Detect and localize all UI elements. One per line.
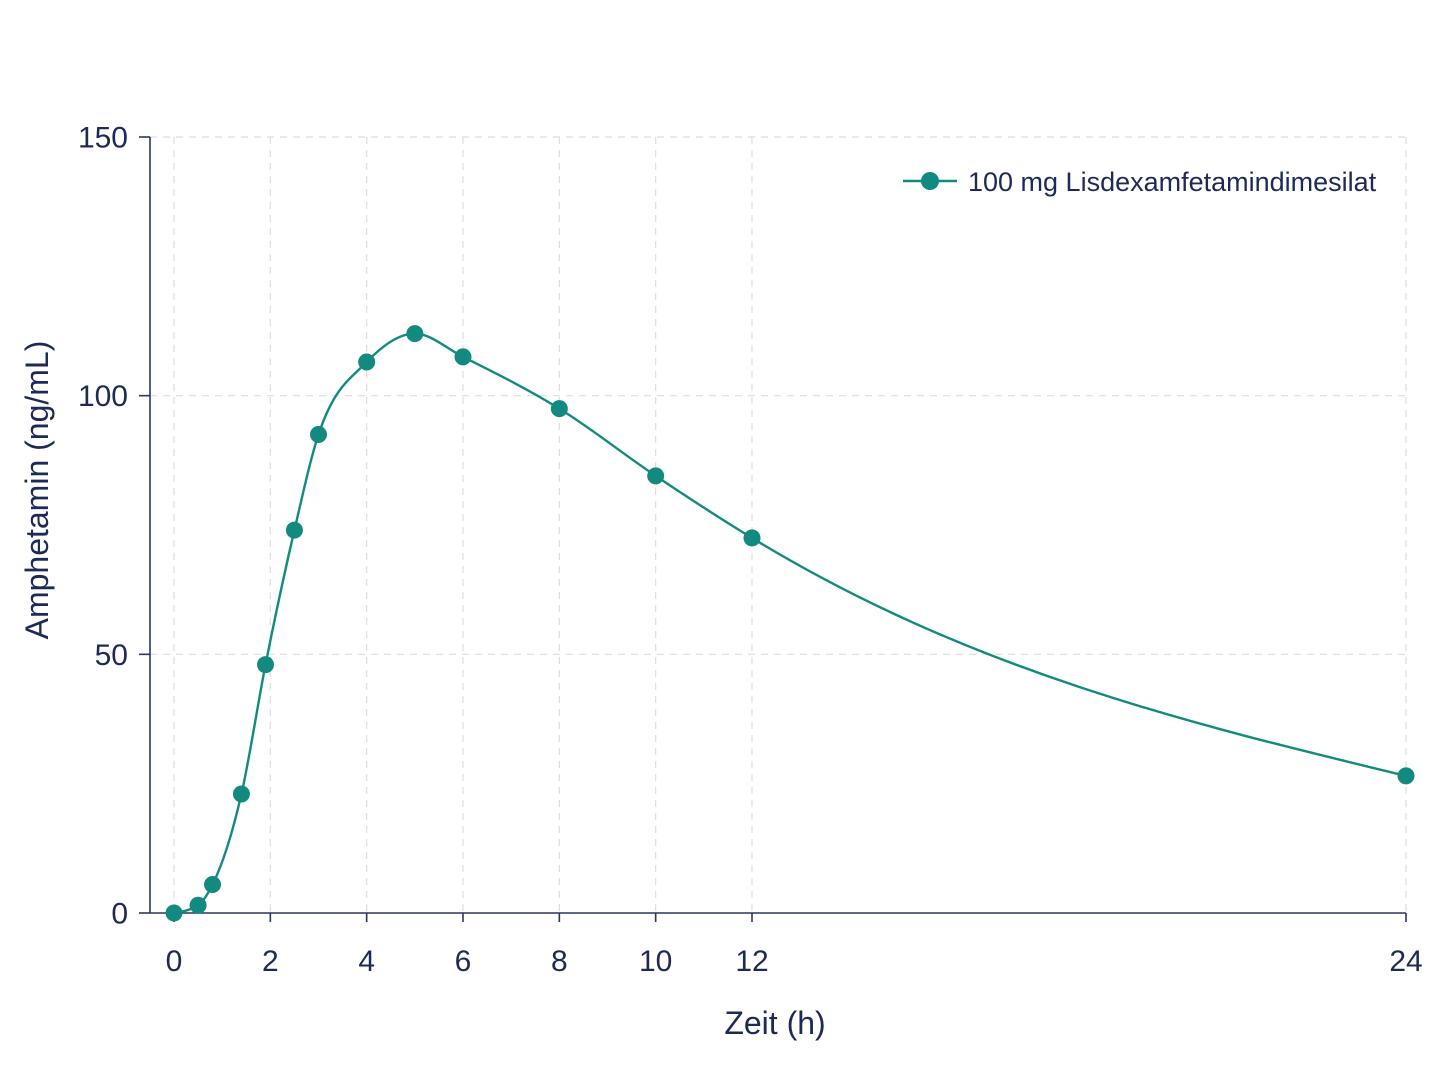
- x-tick-label: 4: [358, 945, 375, 978]
- x-tick-label: 6: [455, 945, 472, 978]
- data-point: [743, 529, 761, 547]
- x-tick-label: 8: [551, 945, 568, 978]
- y-ticks: 0 50 100 150: [78, 122, 150, 931]
- data-point: [257, 656, 275, 674]
- data-point: [165, 904, 183, 922]
- y-tick-label: 150: [78, 122, 128, 155]
- legend-marker-swatch: [921, 172, 939, 190]
- legend: 100 mg Lisdexamfetamindimesilat: [903, 167, 1377, 197]
- legend-label: 100 mg Lisdexamfetamindimesilat: [968, 167, 1377, 197]
- y-axis-label: Amphetamin (ng/mL): [19, 341, 55, 640]
- x-tick-label: 24: [1389, 945, 1422, 978]
- series-line: [173, 332, 1407, 915]
- series: [165, 325, 1415, 922]
- x-tick-label: 2: [262, 945, 279, 978]
- x-tick-label: 0: [166, 945, 183, 978]
- data-point: [189, 896, 207, 914]
- y-tick-label: 50: [95, 639, 128, 672]
- data-point: [454, 348, 472, 366]
- data-point: [204, 876, 222, 894]
- data-point: [647, 467, 665, 485]
- y-tick-label: 0: [111, 898, 128, 931]
- x-ticks: 0 2 4 6 8 10 12 24: [166, 913, 1423, 978]
- gridlines: [150, 136, 1407, 913]
- axes: [149, 137, 1406, 914]
- data-point: [232, 785, 250, 803]
- data-point: [310, 425, 327, 443]
- data-point: [550, 400, 568, 418]
- data-point: [406, 325, 424, 343]
- data-point: [1397, 767, 1415, 785]
- x-axis-label: Zeit (h): [724, 1005, 825, 1041]
- y-tick-label: 100: [78, 380, 128, 413]
- series-group: [165, 325, 1415, 922]
- x-tick-label: 12: [735, 945, 768, 978]
- data-point: [285, 521, 303, 539]
- data-point: [358, 353, 376, 371]
- x-tick-label: 10: [639, 945, 672, 978]
